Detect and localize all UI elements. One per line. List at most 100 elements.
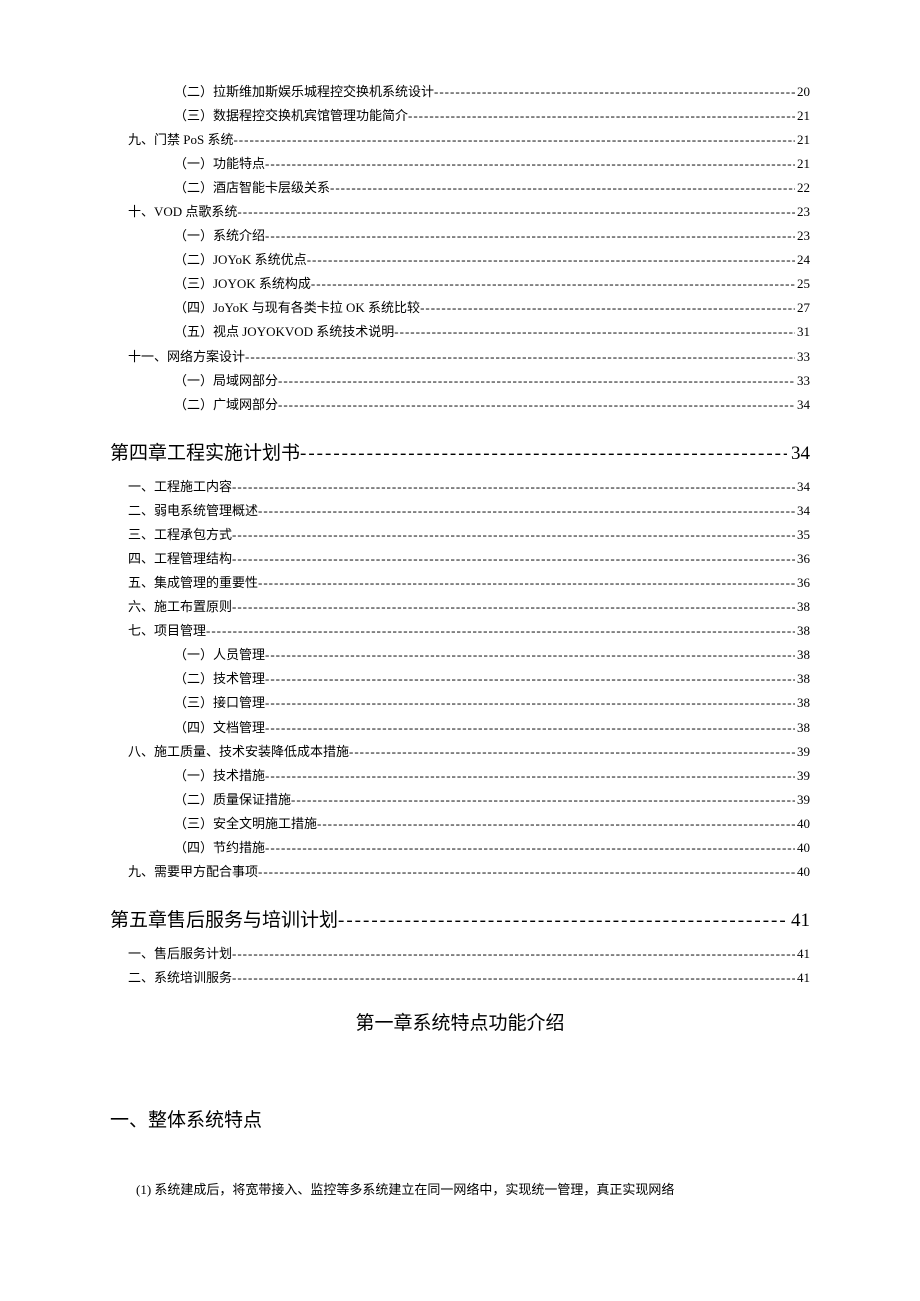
toc-entry-label: （一）局域网部分 (174, 369, 278, 393)
toc-entry: 二、弱电系统管理概述 34 (128, 499, 810, 523)
toc-dots (258, 499, 795, 523)
toc-entry-label: 七、项目管理 (128, 619, 206, 643)
toc-entry: （二）拉斯维加斯娱乐城程控交换机系统设计20 (174, 80, 810, 104)
toc-entry-label: （一）人员管理 (174, 643, 265, 667)
toc-dots (291, 788, 795, 812)
toc-entry: （二）JOYoK 系统优点24 (174, 248, 810, 272)
toc-entry-page: 20 (795, 80, 810, 104)
toc-dots (408, 104, 795, 128)
toc-entry: （二）质量保证措施 39 (174, 788, 810, 812)
toc-dots (265, 152, 795, 176)
toc-dots (317, 812, 795, 836)
toc-entry-page: 34 (795, 393, 810, 417)
toc-entry-page: 22 (795, 176, 810, 200)
toc-entry: （三）接口管理38 (174, 691, 810, 715)
toc-entry: 十一、网络方案设计 33 (128, 345, 810, 369)
toc-entry-label: 二、弱电系统管理概述 (128, 499, 258, 523)
toc-entry-label: （二）质量保证措施 (174, 788, 291, 812)
toc-dots (265, 667, 795, 691)
toc-entry: （五）视点 JOYOKVOD 系统技术说明31 (174, 320, 810, 344)
toc-entry-page: 25 (795, 272, 810, 296)
toc-entry-label: （四）JoYoK 与现有各类卡拉 OK 系统比较 (174, 296, 420, 320)
toc-dots (232, 595, 795, 619)
toc-entry-page: 41 (795, 942, 810, 966)
body-paragraph: (1) 系统建成后，将宽带接入、监控等多系统建立在同一网络中，实现统一管理，真正… (136, 1178, 810, 1203)
toc-dots (307, 248, 795, 272)
toc-entry-page: 40 (795, 836, 810, 860)
toc-entry-label: （四）节约措施 (174, 836, 265, 860)
toc-dots (206, 619, 795, 643)
toc-entry: 十、VOD 点歌系统23 (128, 200, 810, 224)
toc-entry: （一）人员管理 38 (174, 643, 810, 667)
toc-entry-page: 27 (795, 296, 810, 320)
toc-dots (232, 523, 795, 547)
toc-chapter5: 第五章售后服务与培训计划 41 (110, 906, 810, 936)
toc-entry-label: （三）安全文明施工措施 (174, 812, 317, 836)
toc-entry-label: （三）接口管理 (174, 691, 265, 715)
toc-entry-label: （一）系统介绍 (174, 224, 265, 248)
toc-dots (232, 966, 795, 990)
toc-entry-page: 39 (795, 788, 810, 812)
toc-entry: （一）系统介绍 23 (174, 224, 810, 248)
toc-entry: 一、工程施工内容34 (128, 475, 810, 499)
toc-entry: 四、工程管理结构36 (128, 547, 810, 571)
toc-entry-page: 23 (795, 200, 810, 224)
toc-entry-page: 35 (795, 523, 810, 547)
toc-entry-page: 38 (795, 643, 810, 667)
toc-chapter4-title: 第四章工程实施计划书 (110, 439, 300, 469)
toc-entry-page: 36 (795, 571, 810, 595)
toc-entry-label: 十一、网络方案设计 (128, 345, 245, 369)
toc-dots (394, 320, 795, 344)
toc-dots (232, 942, 795, 966)
toc-dots (278, 369, 795, 393)
toc-entry: （一）局域网部分 33 (174, 369, 810, 393)
toc-entry: 九、门禁 PoS 系统 21 (128, 128, 810, 152)
toc-entry-label: 二、系统培训服务 (128, 966, 232, 990)
toc-entry: 一、售后服务计划41 (128, 942, 810, 966)
toc-entry-label: 八、施工质量、技术安装降低成本措施 (128, 740, 349, 764)
toc-dots (278, 393, 795, 417)
toc-dots (265, 691, 795, 715)
toc-dots (300, 439, 787, 469)
toc-entry-page: 40 (795, 860, 810, 884)
toc-entry-label: （一）技术措施 (174, 764, 265, 788)
toc-entry-page: 31 (795, 320, 810, 344)
toc-entry-label: 九、门禁 PoS 系统 (128, 128, 233, 152)
toc-entry-page: 21 (795, 104, 810, 128)
toc-entry-page: 33 (795, 369, 810, 393)
toc-entry-label: （二）技术管理 (174, 667, 265, 691)
toc-entry-label: （二）广域网部分 (174, 393, 278, 417)
toc-entry-label: 九、需要甲方配合事项 (128, 860, 258, 884)
toc-dots (265, 643, 795, 667)
toc-entry: 七、项目管理 38 (128, 619, 810, 643)
toc-dots (434, 80, 795, 104)
toc-entry: （二）酒店智能卡层级关系22 (174, 176, 810, 200)
toc-entry-page: 21 (795, 152, 810, 176)
toc-entry-page: 21 (795, 128, 810, 152)
toc-entry-page: 38 (795, 619, 810, 643)
toc-dots (349, 740, 795, 764)
toc-entry: 三、工程承包方式35 (128, 523, 810, 547)
toc-entry: （一）技术措施39 (174, 764, 810, 788)
toc-block-ch5: 一、售后服务计划41二、系统培训服务 41 (110, 942, 810, 990)
toc-dots (233, 128, 795, 152)
toc-entry-page: 38 (795, 595, 810, 619)
toc-dots (237, 200, 795, 224)
body-chapter-title: 第一章系统特点功能介绍 (110, 1008, 810, 1035)
toc-dots (232, 475, 795, 499)
toc-entry-page: 23 (795, 224, 810, 248)
toc-entry-label: （一）功能特点 (174, 152, 265, 176)
toc-entry: （一）功能特点 21 (174, 152, 810, 176)
toc-chapter4-page: 34 (787, 439, 810, 469)
toc-dots (265, 224, 795, 248)
toc-entry: 五、集成管理的重要性36 (128, 571, 810, 595)
toc-entry-label: （四）文档管理 (174, 716, 265, 740)
toc-entry-page: 34 (795, 499, 810, 523)
toc-entry: 九、需要甲方配合事项 40 (128, 860, 810, 884)
toc-entry: 八、施工质量、技术安装降低成本措施39 (128, 740, 810, 764)
toc-entry-page: 33 (795, 345, 810, 369)
toc-entry-label: 六、施工布置原则 (128, 595, 232, 619)
toc-entry-page: 41 (795, 966, 810, 990)
toc-entry-label: （三）数据程控交换机宾馆管理功能简介 (174, 104, 408, 128)
toc-entry-label: 四、工程管理结构 (128, 547, 232, 571)
